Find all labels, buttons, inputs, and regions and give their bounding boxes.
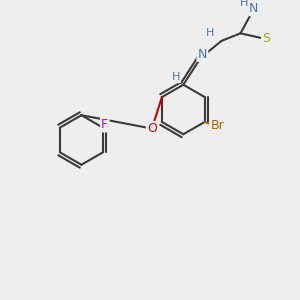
Text: H: H [240,0,248,8]
Text: Br: Br [210,119,224,132]
Text: H: H [206,28,214,38]
Text: H: H [172,72,180,82]
Text: N: N [198,48,207,61]
Text: N: N [249,2,259,15]
Text: S: S [262,32,270,45]
Text: F: F [101,118,108,131]
Text: O: O [147,122,157,135]
